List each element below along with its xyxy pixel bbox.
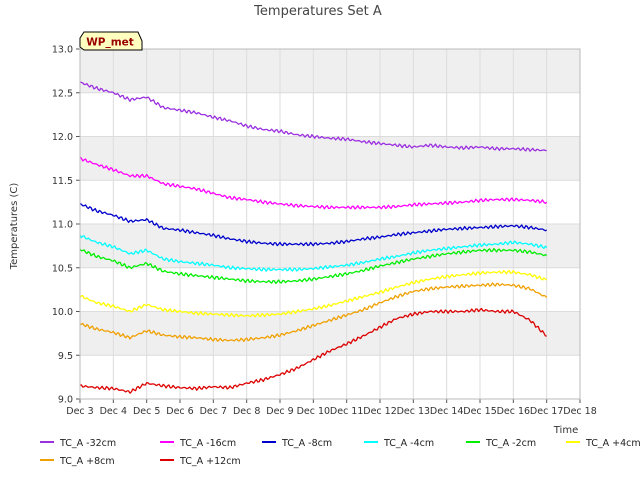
x-tick-label: Dec 15 [463, 406, 497, 417]
x-tick-label: Dec 8 [233, 406, 260, 417]
x-tick-label: Dec 7 [200, 406, 227, 417]
legend: TC_A -32cm TC_A -16cm TC_A -8cm TC_A -4cm TC… [40, 438, 640, 467]
wp-met-badge: WP_met [79, 31, 143, 51]
legend-label: TC_A -32cm [59, 438, 116, 449]
legend-item: TC_A -8cm [262, 438, 332, 449]
series-line [79, 282, 548, 343]
x-tick-label: Dec 14 [430, 406, 464, 417]
x-tick-label: Dec 17 [530, 406, 564, 417]
series-line [79, 202, 547, 247]
legend-item: TC_A -16cm [160, 438, 236, 449]
y-tick-label: 11.5 [52, 176, 73, 187]
series-line [79, 307, 547, 394]
legend-label: TC_A -2cm [485, 438, 536, 449]
x-tick-label: Dec 4 [100, 406, 127, 417]
grid-band [80, 49, 580, 93]
y-tick-label: 9.0 [58, 395, 73, 406]
legend-label: TC_A +12cm [179, 456, 241, 467]
y-tick-label: 11.0 [52, 220, 73, 231]
grid-band [80, 224, 580, 268]
y-tick-label: 12.0 [52, 132, 73, 143]
x-tick-label: Dec 10 [297, 406, 331, 417]
legend-item: TC_A -4cm [364, 438, 434, 449]
badge-label: WP_met [86, 37, 134, 49]
x-tick-label: Dec 16 [497, 406, 531, 417]
y-tick-label: 13.0 [52, 45, 73, 56]
plot-frame [79, 48, 581, 400]
series-line [79, 247, 548, 285]
x-tick-label: Dec 13 [397, 406, 431, 417]
grid-band [80, 136, 580, 181]
series-line [79, 269, 548, 318]
y-tick-label: 10.5 [52, 263, 73, 274]
series-line [79, 234, 548, 272]
legend-item: TC_A +8cm [40, 456, 115, 467]
legend-label: TC_A -4cm [383, 438, 434, 449]
badge-box [79, 31, 143, 51]
x-tick-label: Dec 6 [166, 406, 193, 417]
x-tick-label: Dec 5 [133, 406, 160, 417]
legend-item: TC_A -32cm [40, 438, 116, 449]
legend-label: TC_A -8cm [281, 438, 332, 449]
grid-band [80, 311, 580, 356]
x-tick-label: Dec 18 [563, 406, 597, 417]
legend-item: TC_A +4cm [566, 438, 640, 449]
y-tick-label: 10.0 [52, 307, 73, 318]
legend-label: TC_A -16cm [179, 438, 236, 449]
y-tick-label: 9.5 [58, 351, 73, 362]
series-line [79, 81, 547, 152]
chart-title: Temperatures Set A [253, 4, 382, 19]
series-line [79, 156, 548, 210]
legend-item: TC_A -2cm [466, 438, 536, 449]
x-tick-label: Dec 11 [330, 406, 364, 417]
x-axis-label: Time [553, 425, 578, 436]
legend-item: TC_A +12cm [160, 456, 241, 467]
y-tick-label: 12.5 [52, 88, 73, 99]
x-tick-label: Dec 12 [363, 406, 397, 417]
x-tick-label: Dec 3 [66, 406, 93, 417]
x-tick-label: Dec 9 [266, 406, 293, 417]
legend-label: TC_A +4cm [585, 438, 640, 449]
y-axis-label: Temperatures (C) [9, 183, 20, 271]
legend-label: TC_A +8cm [59, 456, 115, 467]
